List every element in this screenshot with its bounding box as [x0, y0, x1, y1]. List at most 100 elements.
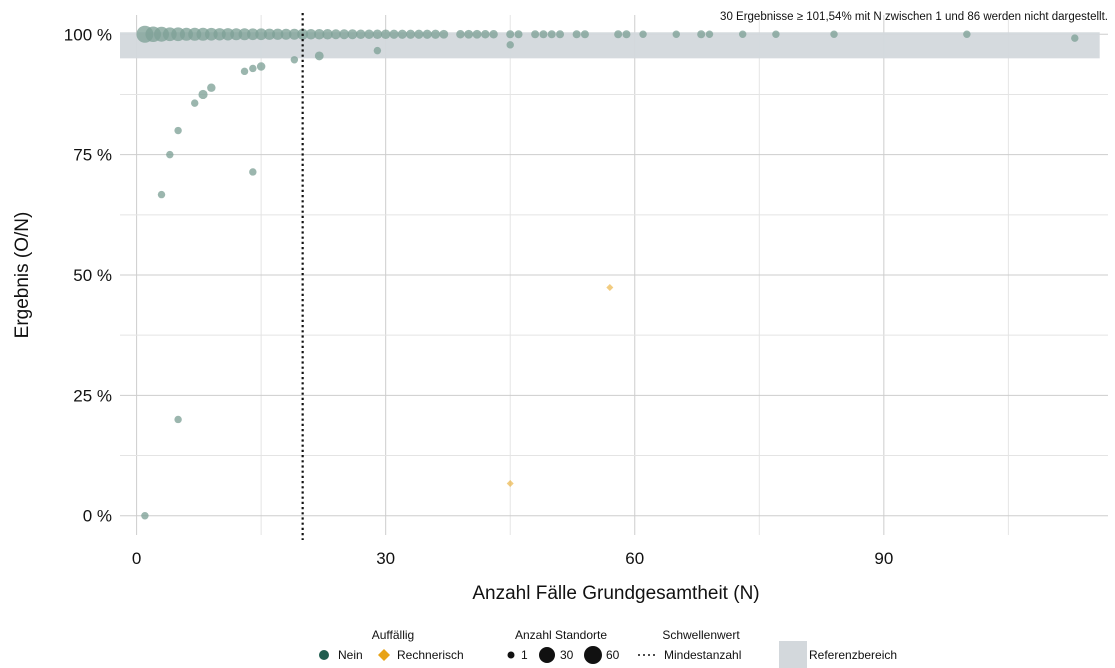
- point-nein: [547, 30, 556, 39]
- legend-size-label-30: 30: [560, 648, 574, 662]
- point-nein: [489, 30, 498, 39]
- point-nein: [397, 29, 407, 39]
- point-nein: [830, 30, 838, 38]
- point-nein: [514, 30, 523, 39]
- legend-label-mindestanzahl: Mindestanzahl: [664, 648, 741, 662]
- point-nein: [772, 30, 780, 38]
- point-nein: [373, 46, 382, 55]
- point-nein: [141, 512, 149, 520]
- point-nein: [531, 30, 540, 39]
- point-nein: [221, 28, 235, 41]
- point-nein: [174, 126, 182, 135]
- point-nein: [456, 30, 465, 39]
- point-nein: [372, 29, 383, 39]
- point-nein: [639, 30, 647, 38]
- legend-size-label-1: 1: [521, 648, 528, 662]
- point-nein: [622, 30, 631, 39]
- point-nein: [314, 51, 324, 61]
- point-nein: [249, 168, 257, 176]
- point-nein: [272, 28, 284, 40]
- x-tick-labels: 0 30 60 90: [132, 549, 893, 568]
- point-nein: [963, 30, 971, 38]
- legend-swatch-rechnerisch: [378, 649, 390, 661]
- point-nein: [314, 29, 325, 40]
- point-nein: [380, 29, 391, 39]
- point-nein: [539, 30, 548, 39]
- point-nein: [290, 56, 299, 64]
- y-tick-label: 0 %: [83, 507, 112, 526]
- point-nein: [614, 30, 623, 39]
- point-nein: [672, 30, 680, 38]
- point-nein: [191, 99, 199, 107]
- y-tick-label: 50 %: [73, 266, 112, 285]
- legend-title-standorte: Anzahl Standorte: [515, 628, 607, 642]
- y-axis-title: Ergebnis (O/N): [12, 212, 33, 339]
- point-nein: [249, 64, 257, 73]
- point-nein: [263, 28, 276, 40]
- legend-swatch-nein: [319, 650, 329, 660]
- point-nein: [738, 30, 747, 38]
- point-nein: [230, 28, 243, 41]
- grid-lines: [120, 15, 1108, 535]
- point-nein: [697, 30, 706, 39]
- y-tick-label: 100 %: [64, 25, 112, 44]
- legend-label-nein: Nein: [338, 648, 363, 662]
- legend-swatch-referenzbereich: [779, 641, 807, 668]
- legend: Auffällig Nein Rechnerisch Anzahl Stando…: [319, 628, 897, 668]
- point-nein: [422, 29, 432, 39]
- data-points: [136, 25, 1079, 520]
- point-rechnerisch: [506, 479, 514, 487]
- legend-size-60: [584, 646, 602, 664]
- point-nein: [347, 29, 358, 40]
- point-rechnerisch: [606, 284, 614, 292]
- y-tick-label: 25 %: [73, 386, 112, 405]
- annotation-note: 30 Ergebnisse ≥ 101,54% mit N zwischen 1…: [720, 11, 1108, 23]
- legend-size-label-60: 60: [606, 648, 620, 662]
- point-nein: [405, 29, 416, 39]
- point-nein: [339, 29, 350, 40]
- legend-label-rechnerisch: Rechnerisch: [397, 648, 464, 662]
- point-nein: [305, 29, 317, 40]
- x-tick-label: 0: [132, 549, 141, 568]
- point-nein: [430, 29, 441, 39]
- point-nein: [414, 29, 424, 39]
- point-nein: [240, 67, 249, 76]
- point-nein: [1071, 34, 1079, 42]
- legend-size-30: [539, 647, 555, 663]
- x-tick-label: 90: [874, 549, 893, 568]
- point-nein: [207, 83, 216, 92]
- y-tick-labels: 0 % 25 % 50 % 75 % 100 %: [64, 25, 112, 525]
- point-nein: [356, 29, 366, 39]
- point-nein: [472, 29, 482, 39]
- point-nein: [288, 28, 300, 40]
- point-nein: [247, 28, 259, 41]
- legend-title-schwellenwert: Schwellenwert: [662, 628, 740, 642]
- x-tick-label: 60: [625, 549, 644, 568]
- point-nein: [389, 29, 399, 39]
- point-nein: [174, 415, 182, 424]
- legend-size-1: [507, 651, 515, 659]
- point-nein: [255, 28, 267, 41]
- point-nein: [256, 62, 266, 71]
- point-nein: [198, 89, 208, 100]
- point-nein: [481, 30, 490, 39]
- point-nein: [364, 29, 374, 39]
- point-nein: [238, 28, 251, 41]
- legend-title-auffaellig: Auffällig: [372, 628, 414, 642]
- point-nein: [705, 30, 714, 38]
- point-nein: [157, 190, 166, 199]
- point-nein: [556, 30, 565, 39]
- y-tick-label: 75 %: [73, 146, 112, 165]
- point-nein: [280, 28, 292, 40]
- point-nein: [572, 30, 581, 39]
- point-nein: [322, 29, 333, 40]
- point-nein: [439, 29, 449, 39]
- x-axis-title: Anzahl Fälle Grundgesamtheit (N): [472, 583, 759, 604]
- point-nein: [330, 29, 341, 40]
- point-nein: [506, 41, 514, 49]
- x-tick-label: 30: [376, 549, 395, 568]
- legend-label-referenzbereich: Referenzbereich: [809, 648, 897, 662]
- point-nein: [166, 150, 174, 159]
- point-nein: [580, 30, 589, 39]
